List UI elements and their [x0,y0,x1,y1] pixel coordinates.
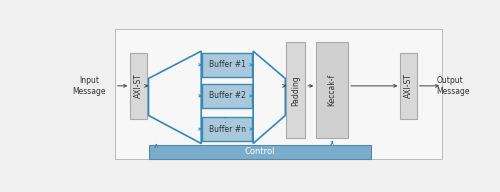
Bar [202,117,252,141]
Text: Input
Message: Input Message [72,76,106,96]
Bar [400,53,416,119]
Bar [148,145,372,159]
Text: Buffer #2: Buffer #2 [209,91,246,100]
Text: AXI-ST: AXI-ST [134,73,143,98]
Text: Keccak-f: Keccak-f [328,74,336,106]
Bar [115,29,442,159]
Text: AXI-ST: AXI-ST [404,73,413,98]
Bar [130,53,146,119]
Text: Buffer #1: Buffer #1 [209,60,246,69]
Text: · · ·: · · · [224,116,230,127]
Text: Buffer #n: Buffer #n [208,125,246,134]
Bar [316,42,348,138]
Text: Control: Control [244,147,275,156]
Bar [202,84,252,108]
Text: Output
Message: Output Message [436,76,470,96]
Bar [202,53,252,77]
Bar [286,42,305,138]
Text: Padding: Padding [292,75,300,106]
